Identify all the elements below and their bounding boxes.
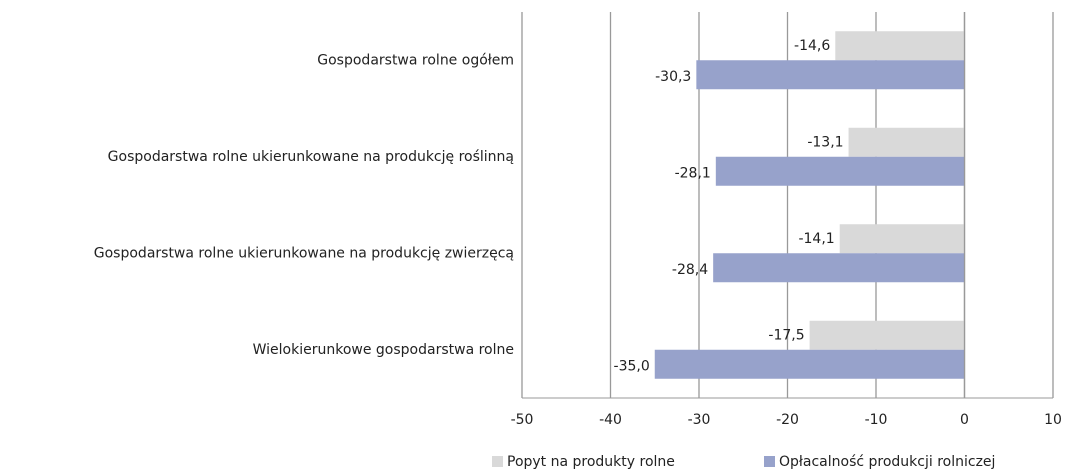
x-tick-label: -40 xyxy=(599,412,622,428)
value-label: -28,4 xyxy=(672,262,708,278)
bar xyxy=(835,31,965,61)
value-label: -14,6 xyxy=(794,38,830,54)
x-tick-label: -20 xyxy=(776,412,799,428)
value-label: -17,5 xyxy=(768,327,804,343)
value-label: -35,0 xyxy=(614,358,650,374)
y-tick-label: Wielokierunkowe gospodarstwa rolne xyxy=(253,342,514,358)
x-tick-label: 10 xyxy=(1044,412,1062,428)
bar xyxy=(696,60,965,90)
bar xyxy=(654,349,965,379)
bar xyxy=(848,127,965,157)
value-label: -13,1 xyxy=(807,134,843,150)
x-tick-label: -10 xyxy=(865,412,888,428)
y-tick-label: Gospodarstwa rolne ogółem xyxy=(317,52,514,68)
value-label: -30,3 xyxy=(655,69,691,85)
bar xyxy=(839,224,965,254)
bar xyxy=(713,253,965,283)
x-tick-label: -50 xyxy=(511,412,534,428)
legend-swatch xyxy=(492,456,503,467)
bar xyxy=(715,156,965,186)
bar xyxy=(809,320,965,350)
value-label: -14,1 xyxy=(798,231,834,247)
x-tick-label: 0 xyxy=(960,412,969,428)
legend-label: Opłacalność produkcji rolniczej xyxy=(779,454,995,470)
x-tick-label: -30 xyxy=(688,412,711,428)
y-tick-label: Gospodarstwa rolne ukierunkowane na prod… xyxy=(94,245,514,261)
legend-swatch xyxy=(764,456,775,467)
legend-label: Popyt na produkty rolne xyxy=(507,454,675,470)
y-tick-label: Gospodarstwa rolne ukierunkowane na prod… xyxy=(108,149,514,165)
value-label: -28,1 xyxy=(675,165,711,181)
